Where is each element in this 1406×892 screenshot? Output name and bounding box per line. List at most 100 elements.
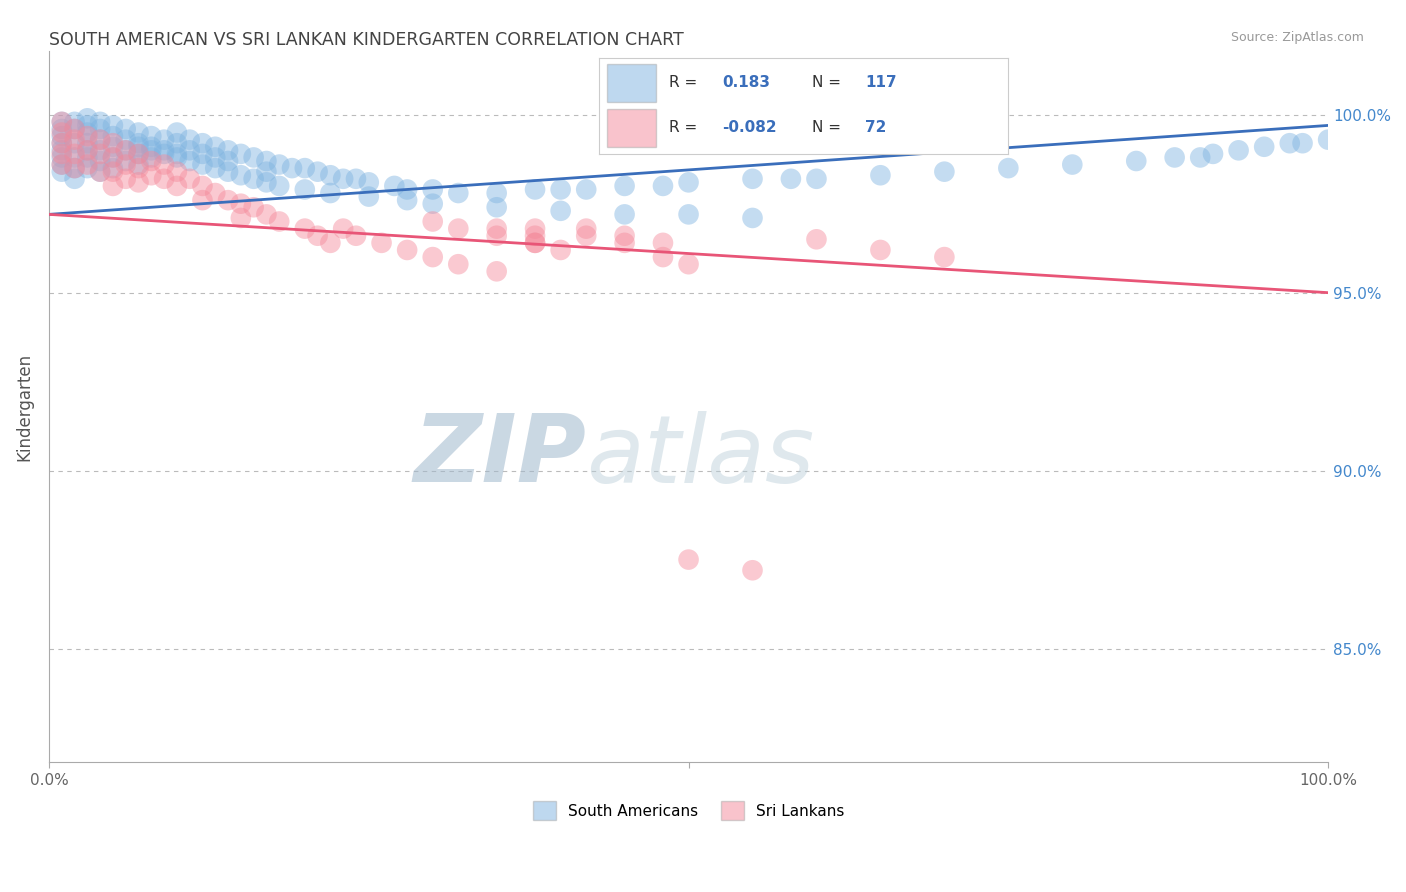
Point [89,133,111,147]
Point [51,144,73,158]
Point [357,189,380,203]
Point [485,200,508,214]
Point [51,157,73,171]
Point [179,144,201,158]
Point [242,171,264,186]
Point [141,153,163,168]
Point [89,153,111,168]
Point [1062,157,1084,171]
Point [269,178,291,193]
Point [63,115,86,129]
Point [550,243,572,257]
Point [166,178,188,193]
Point [51,136,73,151]
Point [254,175,277,189]
Point [1202,147,1225,161]
Point [76,144,98,158]
Point [229,196,252,211]
Point [613,178,636,193]
Point [51,157,73,171]
Point [166,147,188,161]
Point [422,182,444,196]
Point [191,157,214,171]
Point [524,228,547,243]
Point [141,144,163,158]
Point [76,144,98,158]
Point [422,214,444,228]
Point [101,164,124,178]
Point [217,144,239,158]
Point [652,250,675,264]
Point [128,147,150,161]
Point [332,171,354,186]
Point [613,228,636,243]
Point [76,151,98,165]
Point [128,175,150,189]
Point [269,214,291,228]
Point [101,151,124,165]
Point [242,151,264,165]
Point [741,563,763,577]
Point [229,211,252,225]
Point [89,144,111,158]
Point [51,151,73,165]
Point [575,182,598,196]
Point [613,207,636,221]
Point [319,235,342,250]
Point [191,178,214,193]
Point [141,129,163,144]
Point [51,147,73,161]
Point [153,147,176,161]
Point [114,157,136,171]
Point [204,161,226,175]
Point [1291,136,1313,151]
Point [51,115,73,129]
Point [396,182,419,196]
Point [101,140,124,154]
Point [141,140,163,154]
Point [114,153,136,168]
Point [166,151,188,165]
Point [101,136,124,151]
Point [869,243,891,257]
Point [741,211,763,225]
Point [51,126,73,140]
Point [678,552,700,566]
Point [869,168,891,182]
Point [63,122,86,136]
Point [89,115,111,129]
Point [447,186,470,200]
Point [128,126,150,140]
Point [191,193,214,207]
Point [101,151,124,165]
Point [294,182,316,196]
Point [179,153,201,168]
Point [76,136,98,151]
Point [114,133,136,147]
Point [63,171,86,186]
Point [934,164,956,178]
Point [141,168,163,182]
Point [254,153,277,168]
Point [76,112,98,126]
Point [51,136,73,151]
Point [204,186,226,200]
Point [63,133,86,147]
Point [166,164,188,178]
Point [114,171,136,186]
Point [63,151,86,165]
Point [1125,153,1147,168]
Point [332,221,354,235]
Point [101,119,124,133]
Point [217,153,239,168]
Y-axis label: Kindergarten: Kindergarten [15,352,32,460]
Point [307,164,329,178]
Text: ZIP: ZIP [413,410,586,502]
Point [281,161,304,175]
Point [242,200,264,214]
Point [319,186,342,200]
Point [76,129,98,144]
Text: Source: ZipAtlas.com: Source: ZipAtlas.com [1230,31,1364,45]
Point [179,171,201,186]
Point [806,232,828,246]
